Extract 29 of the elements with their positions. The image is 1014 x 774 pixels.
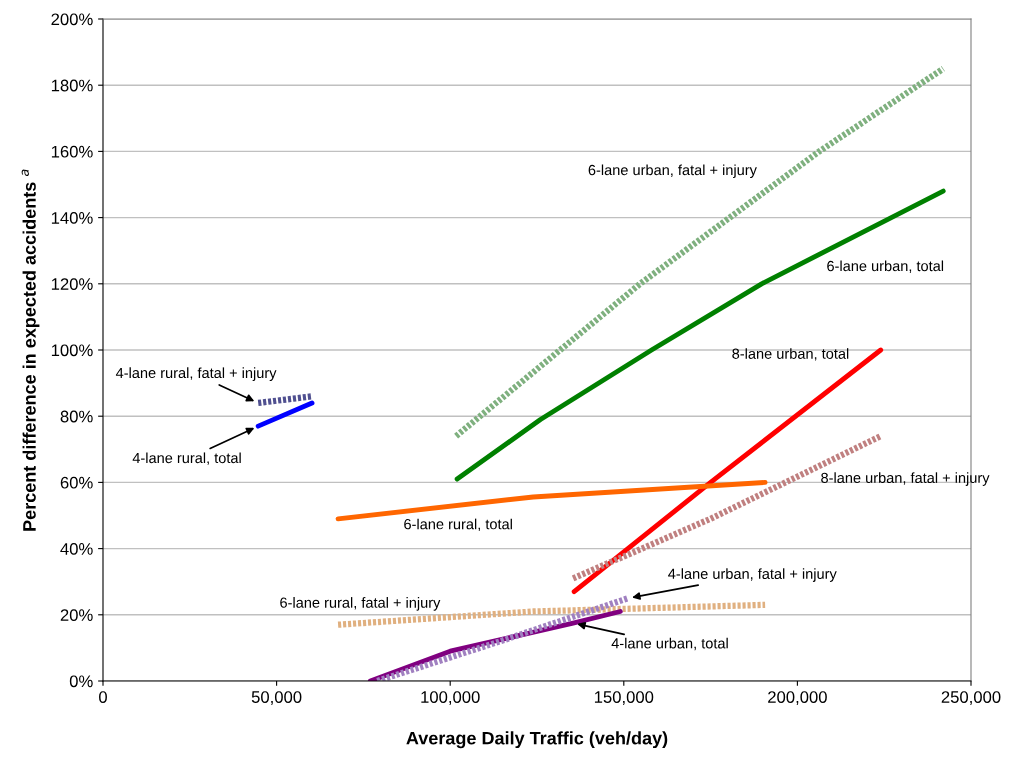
y-tick-label: 180% [51,79,93,92]
x-tick-label: 200,000 [768,691,827,705]
y-tick-label: 160% [51,145,93,158]
x-tick-label: 250,000 [941,691,1001,705]
y-tick-label: 60% [60,476,93,489]
y-tick-label: 140% [51,212,93,224]
series-label: 4-lane rural, fatal + injury [115,367,277,381]
x-axis-title: Average Daily Traffic (veh/day) [406,731,668,749]
y-tick-label: 120% [51,278,93,290]
y-tick-label: 0% [69,675,93,688]
y-tick-label: 40% [60,543,93,555]
text: 4-lane rural, total [132,452,241,465]
y-tick-label: 20% [60,609,93,621]
series-label: 6-lane urban, total [827,260,944,273]
x-tick-label: 150,000 [594,691,654,705]
text: 4-lane urban, fatal + injury [668,568,837,582]
series-label: 6-lane rural, fatal + injury [280,597,441,611]
x-tick-label: 50,000 [251,691,302,705]
series-label: 6-lane urban, fatal + injury [588,164,757,179]
series-label: 4-lane urban, total [611,637,728,651]
y-tick-label: 100% [51,344,93,357]
x-tick-label: 0 [99,691,107,703]
series-label: 6-lane rural, total [404,518,512,532]
y-tick-label: 200% [51,13,93,26]
y-axis-title: Percent difference in expected accidents $^{a}$ [21,169,40,531]
series-label: 8-lane urban, fatal + injury [821,472,990,486]
x-tick-label: 100,000 [421,691,480,705]
series-label: 8-lane urban, total [732,348,849,361]
y-tick-label: 80% [60,410,93,423]
